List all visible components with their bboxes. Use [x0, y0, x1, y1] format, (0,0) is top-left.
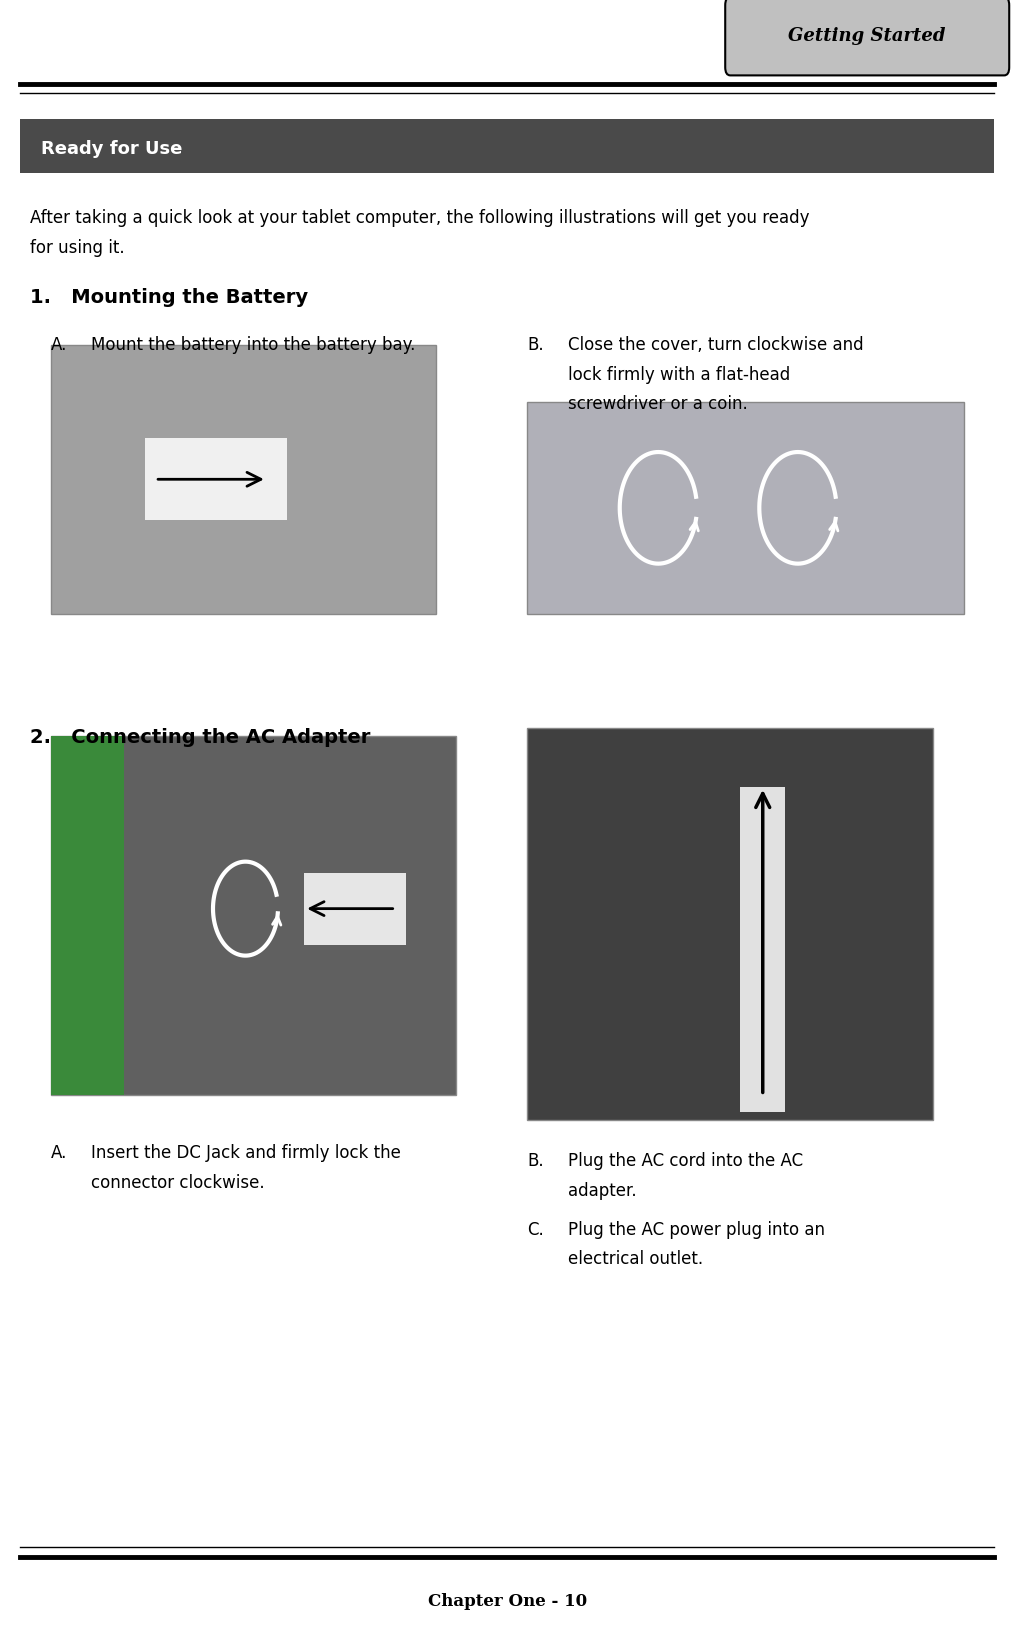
- FancyBboxPatch shape: [527, 727, 933, 1120]
- Text: 2.   Connecting the AC Adapter: 2. Connecting the AC Adapter: [31, 727, 371, 747]
- Text: 1.   Mounting the Battery: 1. Mounting the Battery: [31, 287, 308, 307]
- Text: Close the cover, turn clockwise and: Close the cover, turn clockwise and: [568, 337, 863, 355]
- FancyBboxPatch shape: [51, 736, 457, 1095]
- Text: Insert the DC Jack and firmly lock the: Insert the DC Jack and firmly lock the: [91, 1144, 401, 1163]
- FancyBboxPatch shape: [20, 120, 994, 174]
- Text: Getting Started: Getting Started: [788, 28, 946, 46]
- Text: Plug the AC power plug into an: Plug the AC power plug into an: [568, 1222, 825, 1240]
- FancyBboxPatch shape: [725, 0, 1010, 76]
- Text: adapter.: adapter.: [568, 1182, 637, 1200]
- Text: A.: A.: [51, 1144, 68, 1163]
- Text: screwdriver or a coin.: screwdriver or a coin.: [568, 396, 748, 414]
- Text: After taking a quick look at your tablet computer, the following illustrations w: After taking a quick look at your tablet…: [31, 209, 810, 227]
- Text: C.: C.: [527, 1222, 544, 1240]
- Text: Mount the battery into the battery bay.: Mount the battery into the battery bay.: [91, 337, 416, 355]
- FancyBboxPatch shape: [51, 736, 124, 1095]
- Text: B.: B.: [527, 1153, 544, 1171]
- FancyBboxPatch shape: [740, 787, 785, 1112]
- FancyBboxPatch shape: [304, 874, 406, 944]
- Text: lock firmly with a flat-head: lock firmly with a flat-head: [568, 366, 791, 384]
- Text: for using it.: for using it.: [31, 238, 125, 256]
- Text: electrical outlet.: electrical outlet.: [568, 1250, 703, 1268]
- FancyBboxPatch shape: [51, 345, 436, 614]
- FancyBboxPatch shape: [145, 438, 287, 521]
- Text: Ready for Use: Ready for Use: [41, 140, 182, 158]
- Text: B.: B.: [527, 337, 544, 355]
- Text: Plug the AC cord into the AC: Plug the AC cord into the AC: [568, 1153, 803, 1171]
- FancyBboxPatch shape: [527, 402, 964, 614]
- Text: A.: A.: [51, 337, 68, 355]
- Text: connector clockwise.: connector clockwise.: [91, 1174, 265, 1192]
- Text: Chapter One - 10: Chapter One - 10: [428, 1593, 587, 1609]
